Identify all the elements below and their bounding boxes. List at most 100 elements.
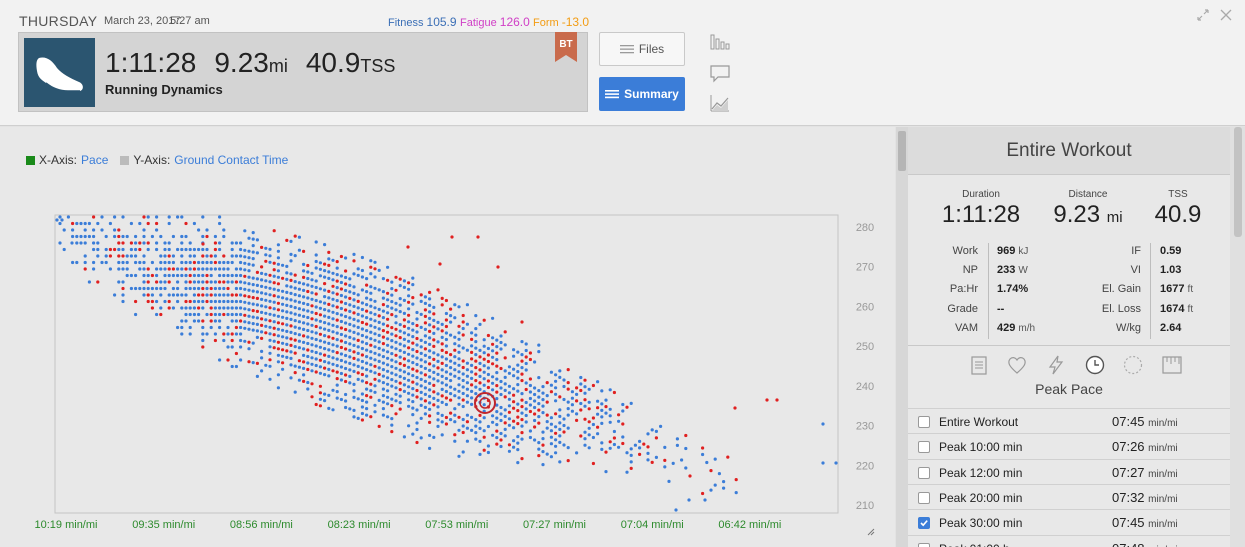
- scatter-point-red: [352, 311, 356, 315]
- scatter-point-blue: [511, 387, 516, 391]
- scatter-point-blue: [331, 356, 335, 360]
- peak-row[interactable]: Peak 30:00 min 07:45 min/mi: [908, 509, 1230, 534]
- scatter-point-blue: [499, 386, 503, 390]
- scatter-point-blue: [264, 324, 268, 328]
- scatter-point-blue: [197, 280, 201, 284]
- scatter-point-blue: [268, 345, 272, 349]
- scatter-point-blue: [369, 272, 373, 276]
- scatter-point-red: [503, 421, 507, 425]
- resize-grip-icon: [867, 528, 875, 536]
- panel-scrollbar[interactable]: [1230, 127, 1245, 547]
- scatter-point-blue: [516, 363, 520, 367]
- peak-checkbox[interactable]: [918, 542, 930, 547]
- scatter-point-red: [765, 398, 769, 402]
- y-axis-selector[interactable]: Ground Contact Time: [174, 153, 289, 167]
- ruler-icon[interactable]: [1161, 354, 1183, 376]
- scatter-point-red: [394, 288, 398, 292]
- scatter-point-blue: [465, 303, 469, 307]
- metric-value: 233 W: [997, 264, 1028, 276]
- scatter-point-blue: [55, 218, 59, 222]
- scatter-point-blue: [415, 330, 419, 334]
- scatter-point-blue: [327, 361, 331, 365]
- scatter-point-blue: [297, 320, 301, 324]
- scatter-point-red: [150, 306, 154, 310]
- peak-checkbox[interactable]: [918, 466, 930, 479]
- scatter-point-blue: [239, 293, 243, 297]
- clipboard-icon[interactable]: [968, 354, 990, 376]
- scatter-point-red: [360, 320, 364, 325]
- peak-checkbox[interactable]: [918, 517, 930, 530]
- scatter-point-blue: [428, 381, 432, 385]
- scatter-point-red: [318, 313, 322, 317]
- files-button[interactable]: Files: [599, 32, 685, 66]
- scatter-point-red: [528, 377, 533, 381]
- scatter-point-blue: [318, 300, 322, 304]
- scatter-point-red: [390, 430, 394, 434]
- scatter-point-red: [449, 398, 453, 402]
- scatter-point-red: [369, 265, 373, 269]
- panel-divider-scrollbar[interactable]: [896, 127, 908, 547]
- peak-checkbox[interactable]: [918, 441, 930, 454]
- power-bolt-icon[interactable]: [1045, 354, 1067, 376]
- scatter-point-blue: [239, 273, 243, 278]
- peak-row[interactable]: Peak 20:00 min 07:32 min/mi: [908, 483, 1230, 509]
- analyze-chart-icon[interactable]: [709, 93, 731, 113]
- cadence-icon[interactable]: [1122, 354, 1144, 376]
- scatter-point-blue: [239, 345, 243, 349]
- heart-icon[interactable]: [1006, 354, 1028, 376]
- scatter-point-red: [108, 254, 112, 258]
- scatter-point-blue: [407, 398, 411, 402]
- scatter-point-blue: [407, 359, 411, 363]
- summary-button[interactable]: Summary: [599, 77, 685, 111]
- scatter-point-blue: [113, 234, 117, 239]
- peak-row[interactable]: Peak 12:00 min 07:27 min/mi: [908, 458, 1230, 484]
- scatter-point-red: [625, 405, 629, 409]
- comment-icon[interactable]: [709, 63, 731, 83]
- scatter-point-blue: [482, 370, 486, 374]
- scatter-point-blue: [365, 413, 369, 417]
- scatter-point-blue: [184, 312, 188, 317]
- plot-frame: [54, 214, 839, 514]
- scatter-point-blue: [415, 421, 419, 425]
- scatter-point-red: [293, 273, 297, 277]
- expand-icon[interactable]: [1196, 8, 1210, 22]
- scatter-point-blue: [113, 215, 117, 219]
- scatter-point-blue: [390, 378, 394, 382]
- scatter-point-blue: [503, 388, 507, 392]
- scatter-point-red: [184, 221, 188, 226]
- scatter-point-red: [432, 403, 436, 407]
- scatter-point-blue: [247, 308, 251, 312]
- scatter-point-blue: [293, 280, 297, 284]
- pace-clock-icon[interactable]: [1084, 354, 1106, 376]
- scatter-point-blue: [344, 340, 348, 345]
- scatter-point-red: [545, 413, 549, 417]
- scatter-point-blue: [281, 315, 285, 319]
- scatter-point-blue: [444, 337, 448, 342]
- scatter-point-blue: [205, 228, 209, 232]
- scatter-point-blue: [268, 247, 272, 251]
- scatter-point-blue: [327, 341, 331, 345]
- bar-chart-icon[interactable]: [709, 32, 731, 52]
- peak-row[interactable]: Peak 01:00 h07:48 min/mi: [908, 534, 1230, 547]
- scatter-point-blue: [323, 243, 327, 247]
- peak-name: Entire Workout: [939, 415, 1019, 429]
- peak-row[interactable]: Entire Workout 07:45 min/mi: [908, 408, 1230, 433]
- peak-checkbox[interactable]: [918, 491, 930, 504]
- peak-value: 07:48 min/mi: [1112, 541, 1178, 547]
- scatter-point-blue: [268, 338, 272, 342]
- scatter-point-red: [335, 279, 339, 283]
- scatter-point-blue: [293, 312, 297, 316]
- scatter-point-red: [356, 371, 360, 375]
- scatter-point-blue: [247, 321, 251, 325]
- scatter-point-blue: [671, 461, 675, 465]
- close-icon[interactable]: [1219, 8, 1233, 22]
- peak-checkbox[interactable]: [918, 416, 930, 428]
- scatter-point-blue: [377, 359, 381, 363]
- scatter-point-blue: [360, 346, 364, 351]
- scatter-point-blue: [272, 307, 276, 311]
- scatter-point-blue: [687, 498, 691, 502]
- x-axis-selector[interactable]: Pace: [81, 153, 109, 167]
- peak-row[interactable]: Peak 10:00 min 07:26 min/mi: [908, 433, 1230, 458]
- scatter-point-blue: [390, 358, 394, 362]
